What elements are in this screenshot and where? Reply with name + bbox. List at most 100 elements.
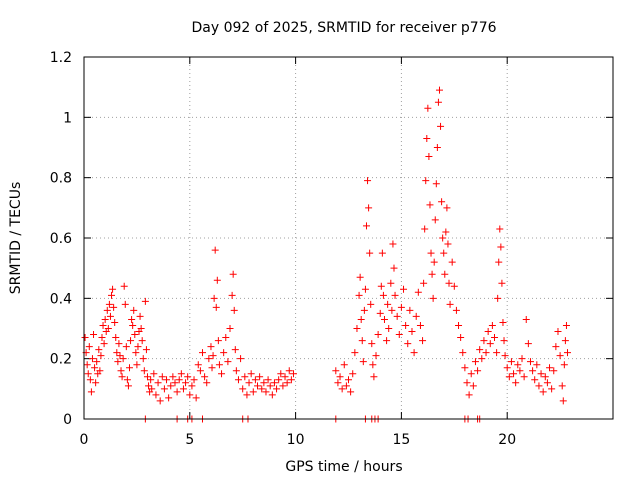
data-point bbox=[388, 306, 396, 314]
data-point bbox=[230, 306, 238, 314]
data-point bbox=[347, 388, 355, 396]
data-point bbox=[186, 391, 194, 399]
data-point bbox=[498, 279, 506, 287]
data-point bbox=[277, 370, 285, 378]
data-point bbox=[419, 337, 427, 345]
data-point bbox=[203, 379, 211, 387]
data-point bbox=[182, 379, 190, 387]
data-point bbox=[554, 328, 562, 336]
data-point bbox=[118, 373, 126, 381]
x-tick-label: 5 bbox=[185, 432, 194, 448]
data-point bbox=[237, 355, 245, 363]
data-point bbox=[113, 349, 121, 357]
data-point bbox=[141, 297, 149, 305]
data-point bbox=[85, 343, 93, 351]
data-point bbox=[471, 358, 479, 366]
x-tick-label: 10 bbox=[287, 432, 305, 448]
data-point bbox=[260, 379, 268, 387]
data-point bbox=[120, 282, 128, 290]
data-point bbox=[99, 321, 107, 329]
data-point bbox=[438, 198, 446, 206]
data-point bbox=[510, 370, 518, 378]
y-tick-label: 0.8 bbox=[50, 171, 72, 187]
data-point bbox=[150, 370, 158, 378]
data-point bbox=[247, 370, 255, 378]
data-point bbox=[443, 204, 451, 212]
data-point bbox=[548, 385, 556, 393]
data-point bbox=[86, 376, 94, 384]
data-point bbox=[92, 379, 100, 387]
x-tick-label: 20 bbox=[498, 432, 516, 448]
data-point bbox=[505, 373, 513, 381]
data-point bbox=[194, 361, 202, 369]
data-point bbox=[279, 382, 287, 390]
data-point bbox=[474, 367, 482, 375]
data-point bbox=[112, 334, 120, 342]
data-point bbox=[226, 325, 234, 332]
data-point bbox=[526, 358, 534, 366]
data-point bbox=[465, 391, 473, 399]
data-point bbox=[445, 279, 453, 287]
data-point bbox=[541, 373, 549, 381]
data-point bbox=[463, 379, 471, 387]
data-point bbox=[469, 382, 477, 390]
data-point bbox=[349, 370, 357, 378]
data-point bbox=[139, 355, 147, 363]
data-point bbox=[243, 391, 251, 399]
data-point bbox=[539, 388, 547, 396]
data-point bbox=[119, 355, 127, 363]
data-point bbox=[336, 373, 344, 381]
data-point bbox=[177, 370, 185, 378]
data-point bbox=[561, 337, 569, 345]
data-point bbox=[524, 340, 532, 348]
data-point bbox=[512, 379, 520, 387]
data-point bbox=[100, 340, 108, 348]
data-point bbox=[110, 303, 118, 311]
data-point bbox=[359, 358, 367, 366]
data-point bbox=[97, 352, 105, 360]
data-point bbox=[175, 376, 183, 384]
data-point bbox=[424, 104, 432, 112]
data-point bbox=[133, 361, 141, 369]
data-point bbox=[353, 325, 361, 332]
data-point bbox=[220, 349, 228, 357]
data-point bbox=[377, 282, 385, 290]
data-point bbox=[446, 300, 454, 308]
data-point bbox=[283, 379, 291, 387]
data-point bbox=[190, 376, 198, 384]
data-point bbox=[229, 270, 237, 278]
data-point bbox=[130, 306, 138, 314]
data-point bbox=[145, 382, 153, 390]
plot-frame bbox=[83, 56, 614, 420]
data-point bbox=[266, 382, 274, 390]
data-point bbox=[123, 376, 131, 384]
y-tick-label: 1 bbox=[63, 110, 72, 126]
data-point bbox=[210, 294, 218, 302]
data-point bbox=[121, 300, 129, 308]
data-point bbox=[390, 264, 398, 272]
data-point bbox=[356, 273, 364, 281]
data-point bbox=[132, 349, 140, 357]
x-tick-label: 0 bbox=[80, 432, 89, 448]
data-point bbox=[499, 318, 507, 326]
data-point bbox=[287, 376, 295, 384]
data-point bbox=[332, 367, 340, 375]
data-point bbox=[264, 376, 272, 384]
data-point bbox=[239, 385, 247, 393]
data-point bbox=[408, 328, 416, 336]
data-point bbox=[285, 367, 293, 375]
data-point bbox=[361, 285, 369, 293]
data-point bbox=[495, 258, 503, 266]
data-point bbox=[105, 300, 113, 308]
data-point bbox=[167, 382, 175, 390]
data-point bbox=[362, 222, 370, 230]
x-axis-label: GPS time / hours bbox=[285, 459, 402, 475]
chart-title: Day 092 of 2025, SRMTID for receiver p77… bbox=[191, 20, 496, 36]
data-point bbox=[420, 279, 428, 287]
data-point bbox=[556, 352, 564, 360]
data-point bbox=[410, 349, 418, 357]
data-point bbox=[134, 343, 142, 351]
data-point bbox=[184, 373, 192, 381]
data-point bbox=[224, 358, 232, 366]
data-point bbox=[522, 315, 530, 323]
